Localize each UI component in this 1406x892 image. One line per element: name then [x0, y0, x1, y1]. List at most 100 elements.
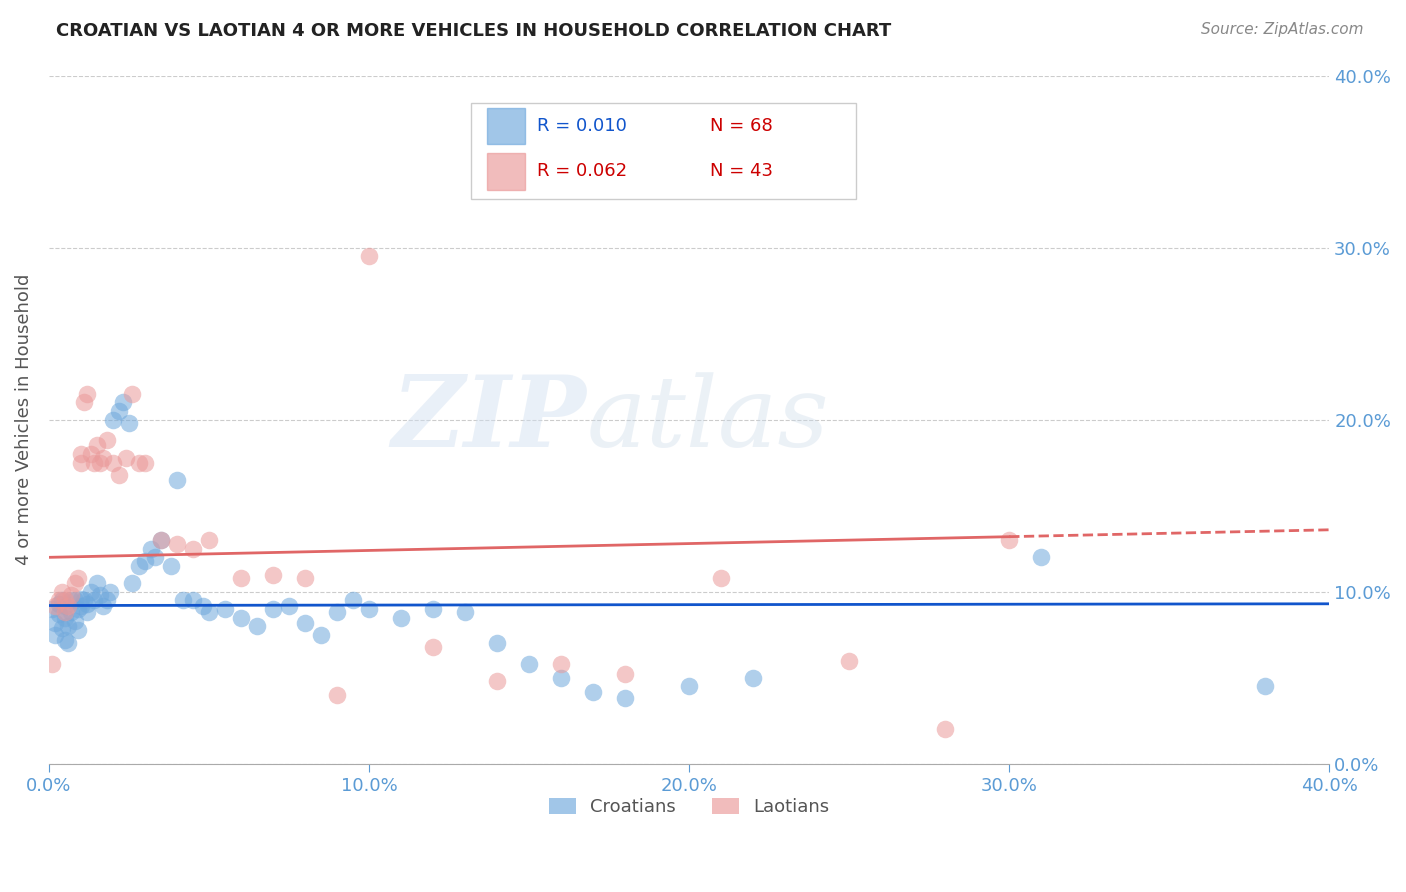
- Point: [86, 576, 108, 591]
- Point: [101, 412, 124, 426]
- Point: [70, 447, 93, 461]
- Point: [48, 607, 70, 621]
- Point: [294, 615, 316, 630]
- Point: [53, 610, 76, 624]
- Point: [70, 591, 93, 606]
- Point: [73, 593, 96, 607]
- Point: [229, 571, 252, 585]
- Point: [614, 667, 637, 681]
- Point: [128, 558, 150, 573]
- Point: [63, 614, 86, 628]
- Point: [262, 602, 284, 616]
- Point: [53, 632, 76, 647]
- Point: [550, 657, 572, 671]
- Point: [76, 597, 98, 611]
- Point: [486, 674, 509, 689]
- Point: [422, 602, 444, 616]
- Point: [278, 599, 301, 613]
- Point: [326, 688, 349, 702]
- Point: [73, 395, 96, 409]
- Y-axis label: 4 or more Vehicles in Household: 4 or more Vehicles in Household: [15, 274, 32, 566]
- Point: [150, 533, 173, 548]
- Point: [309, 628, 332, 642]
- Point: [56, 599, 79, 613]
- Text: Source: ZipAtlas.com: Source: ZipAtlas.com: [1201, 22, 1364, 37]
- Point: [454, 606, 477, 620]
- Point: [614, 691, 637, 706]
- Point: [51, 621, 73, 635]
- Point: [86, 438, 108, 452]
- Text: atlas: atlas: [586, 372, 830, 467]
- Point: [118, 416, 141, 430]
- Point: [128, 456, 150, 470]
- Point: [48, 597, 70, 611]
- Point: [389, 610, 412, 624]
- Point: [63, 593, 86, 607]
- Point: [134, 456, 156, 470]
- Point: [357, 602, 380, 616]
- Point: [108, 467, 131, 482]
- Point: [51, 584, 73, 599]
- Point: [172, 593, 194, 607]
- Text: CROATIAN VS LAOTIAN 4 OR MORE VEHICLES IN HOUSEHOLD CORRELATION CHART: CROATIAN VS LAOTIAN 4 OR MORE VEHICLES I…: [56, 22, 891, 40]
- Point: [121, 576, 143, 591]
- Point: [44, 615, 66, 630]
- Point: [83, 593, 105, 607]
- Point: [89, 456, 111, 470]
- Point: [486, 636, 509, 650]
- Point: [93, 450, 115, 465]
- Point: [48, 593, 70, 607]
- Point: [56, 636, 79, 650]
- Point: [70, 599, 93, 613]
- Point: [357, 249, 380, 263]
- Point: [294, 571, 316, 585]
- Point: [60, 593, 83, 607]
- Point: [134, 554, 156, 568]
- Point: [53, 599, 76, 613]
- Point: [83, 456, 105, 470]
- Point: [66, 602, 89, 616]
- Point: [550, 671, 572, 685]
- Point: [214, 602, 236, 616]
- Point: [1254, 679, 1277, 693]
- Point: [53, 593, 76, 607]
- Point: [53, 606, 76, 620]
- Point: [44, 628, 66, 642]
- Point: [181, 593, 204, 607]
- Point: [60, 588, 83, 602]
- Point: [710, 571, 733, 585]
- Point: [70, 456, 93, 470]
- Point: [121, 387, 143, 401]
- Point: [262, 567, 284, 582]
- Point: [101, 456, 124, 470]
- Point: [143, 550, 166, 565]
- Point: [191, 599, 214, 613]
- Point: [96, 593, 118, 607]
- Point: [326, 606, 349, 620]
- Point: [108, 404, 131, 418]
- Point: [114, 450, 136, 465]
- Point: [60, 606, 83, 620]
- Point: [998, 533, 1021, 548]
- Legend: Croatians, Laotians: Croatians, Laotians: [541, 791, 837, 823]
- Point: [79, 584, 101, 599]
- Point: [111, 395, 134, 409]
- Point: [63, 576, 86, 591]
- Point: [198, 606, 221, 620]
- Point: [166, 536, 188, 550]
- Point: [66, 623, 89, 637]
- Point: [66, 571, 89, 585]
- Point: [41, 657, 63, 671]
- Point: [342, 593, 364, 607]
- Point: [181, 541, 204, 556]
- Point: [742, 671, 765, 685]
- Text: ZIP: ZIP: [392, 371, 586, 468]
- Point: [246, 619, 269, 633]
- Point: [141, 541, 163, 556]
- Point: [678, 679, 700, 693]
- Point: [98, 584, 121, 599]
- Point: [44, 599, 66, 613]
- Point: [51, 593, 73, 607]
- Point: [41, 602, 63, 616]
- Point: [229, 610, 252, 624]
